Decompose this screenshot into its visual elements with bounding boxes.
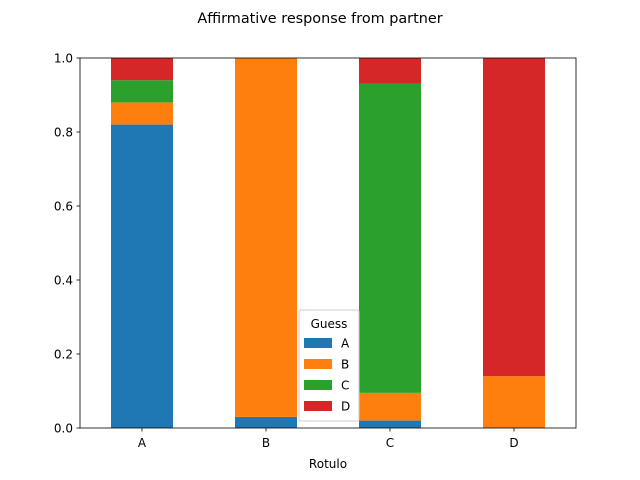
bars-layer [111, 58, 545, 428]
chart-title: Affirmative response from partner [197, 11, 442, 27]
y-tick-label-5: 1.0 [54, 51, 73, 65]
bar-B-series-B [235, 58, 297, 417]
x-tick-label-A: A [138, 436, 147, 450]
y-tick-label-2: 0.4 [54, 273, 73, 287]
legend-label-B: B [341, 358, 349, 372]
bar-A-series-A [111, 124, 173, 428]
legend-label-A: A [341, 337, 350, 351]
bar-B-series-A [235, 416, 297, 428]
bar-D-series-B [483, 376, 545, 428]
y-tick-label-1: 0.2 [54, 347, 73, 361]
x-tick-label-C: C [386, 436, 394, 450]
bar-C-series-B [359, 392, 421, 421]
x-tick-label-B: B [262, 436, 270, 450]
legend-label-C: C [341, 379, 349, 393]
bar-A-series-B [111, 102, 173, 125]
plot-frame [79, 57, 577, 429]
x-axis-label: Rotulo [309, 457, 347, 471]
y-tick-label-4: 0.8 [54, 125, 73, 139]
legend-swatch-C [304, 380, 332, 390]
legend-swatch-B [304, 359, 332, 369]
y-axis: 0.0 0.2 0.4 0.6 0.8 1.0 [54, 51, 80, 435]
bar-C-series-C [359, 83, 421, 393]
legend-swatch-D [304, 401, 332, 411]
x-tick-label-D: D [509, 436, 518, 450]
y-tick-label-0: 0.0 [54, 421, 73, 435]
bar-C-series-A [359, 420, 421, 428]
legend-title: Guess [311, 317, 348, 331]
bar-A-series-D [111, 58, 173, 81]
bar-A-series-C [111, 80, 173, 103]
bar-D-series-D [483, 58, 545, 377]
bar-C-series-D [359, 58, 421, 84]
x-axis: A B C D [138, 428, 519, 450]
legend-swatch-A [304, 338, 332, 348]
y-tick-label-3: 0.6 [54, 199, 73, 213]
legend-label-D: D [341, 400, 350, 414]
